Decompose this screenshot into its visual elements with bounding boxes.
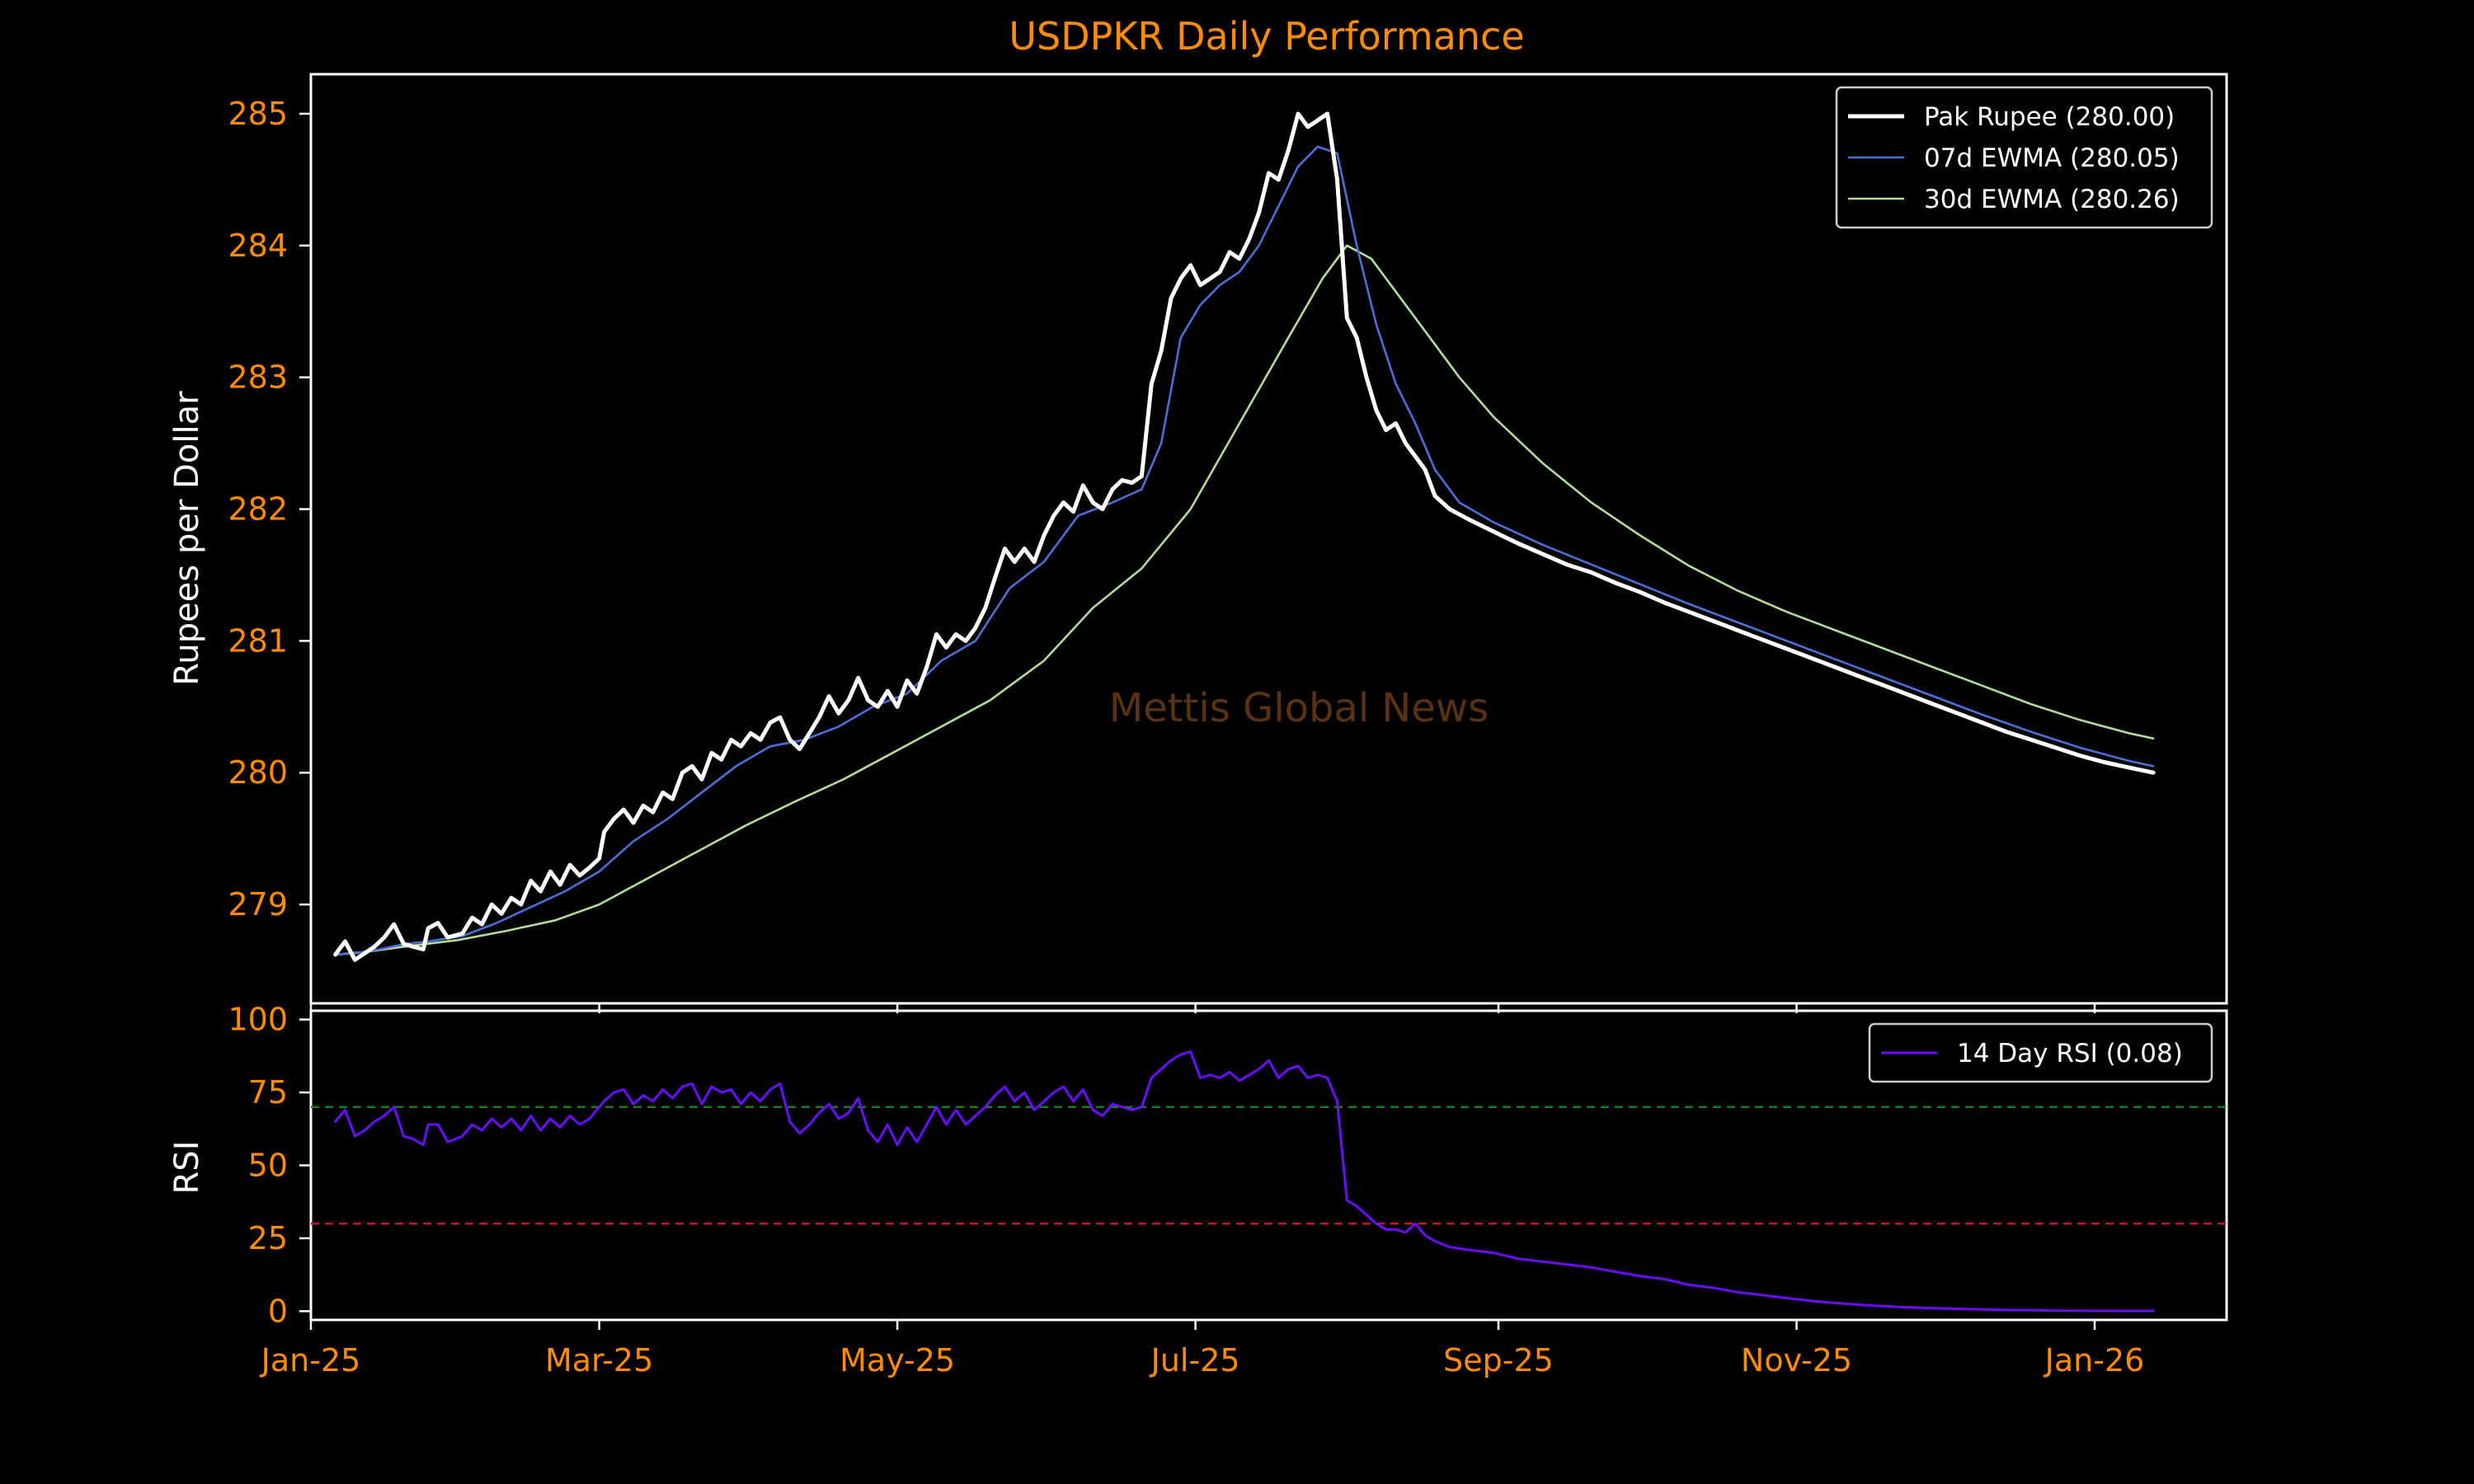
x-tick-label: Nov-25 xyxy=(1741,1342,1852,1378)
legend-label: 07d EWMA (280.05) xyxy=(1924,143,2180,173)
y-tick-label: 25 xyxy=(248,1220,288,1256)
y-tick-label: 50 xyxy=(248,1148,288,1184)
price-legend: Pak Rupee (280.00) 07d EWMA (280.05) 30d E… xyxy=(1837,87,2212,228)
legend-label: 14 Day RSI (0.08) xyxy=(1957,1039,2183,1068)
y-tick-label: 100 xyxy=(228,1002,288,1038)
x-tick-label: Sep-25 xyxy=(1443,1342,1554,1378)
y-tick-label: 282 xyxy=(228,491,288,528)
y-tick-label: 284 xyxy=(228,228,288,264)
x-tick-label: May-25 xyxy=(840,1342,955,1378)
y-tick-label: 285 xyxy=(228,96,288,132)
y-tick-label: 279 xyxy=(228,886,288,923)
y-tick-label: 283 xyxy=(228,359,288,396)
y-tick-label: 0 xyxy=(268,1293,288,1329)
chart-title: USDPKR Daily Performance xyxy=(1009,14,1524,59)
rsi-y-axis-label: RSI xyxy=(168,1141,206,1195)
legend-label: 30d EWMA (280.26) xyxy=(1924,185,2180,214)
y-tick-label: 75 xyxy=(248,1074,288,1111)
x-tick-label: Jan-25 xyxy=(260,1342,361,1378)
watermark-text: Mettis Global News xyxy=(1109,685,1489,731)
legend-label: Pak Rupee (280.00) xyxy=(1924,102,2175,132)
x-tick-label: Mar-25 xyxy=(545,1342,653,1378)
x-tick-label: Jul-25 xyxy=(1150,1342,1240,1378)
x-tick-label: Jan-26 xyxy=(2044,1342,2145,1378)
price-y-axis-label: Rupees per Dollar xyxy=(168,391,206,686)
y-tick-label: 281 xyxy=(228,622,288,659)
y-tick-label: 280 xyxy=(228,754,288,791)
rsi-legend: 14 Day RSI (0.08) xyxy=(1870,1024,2212,1082)
